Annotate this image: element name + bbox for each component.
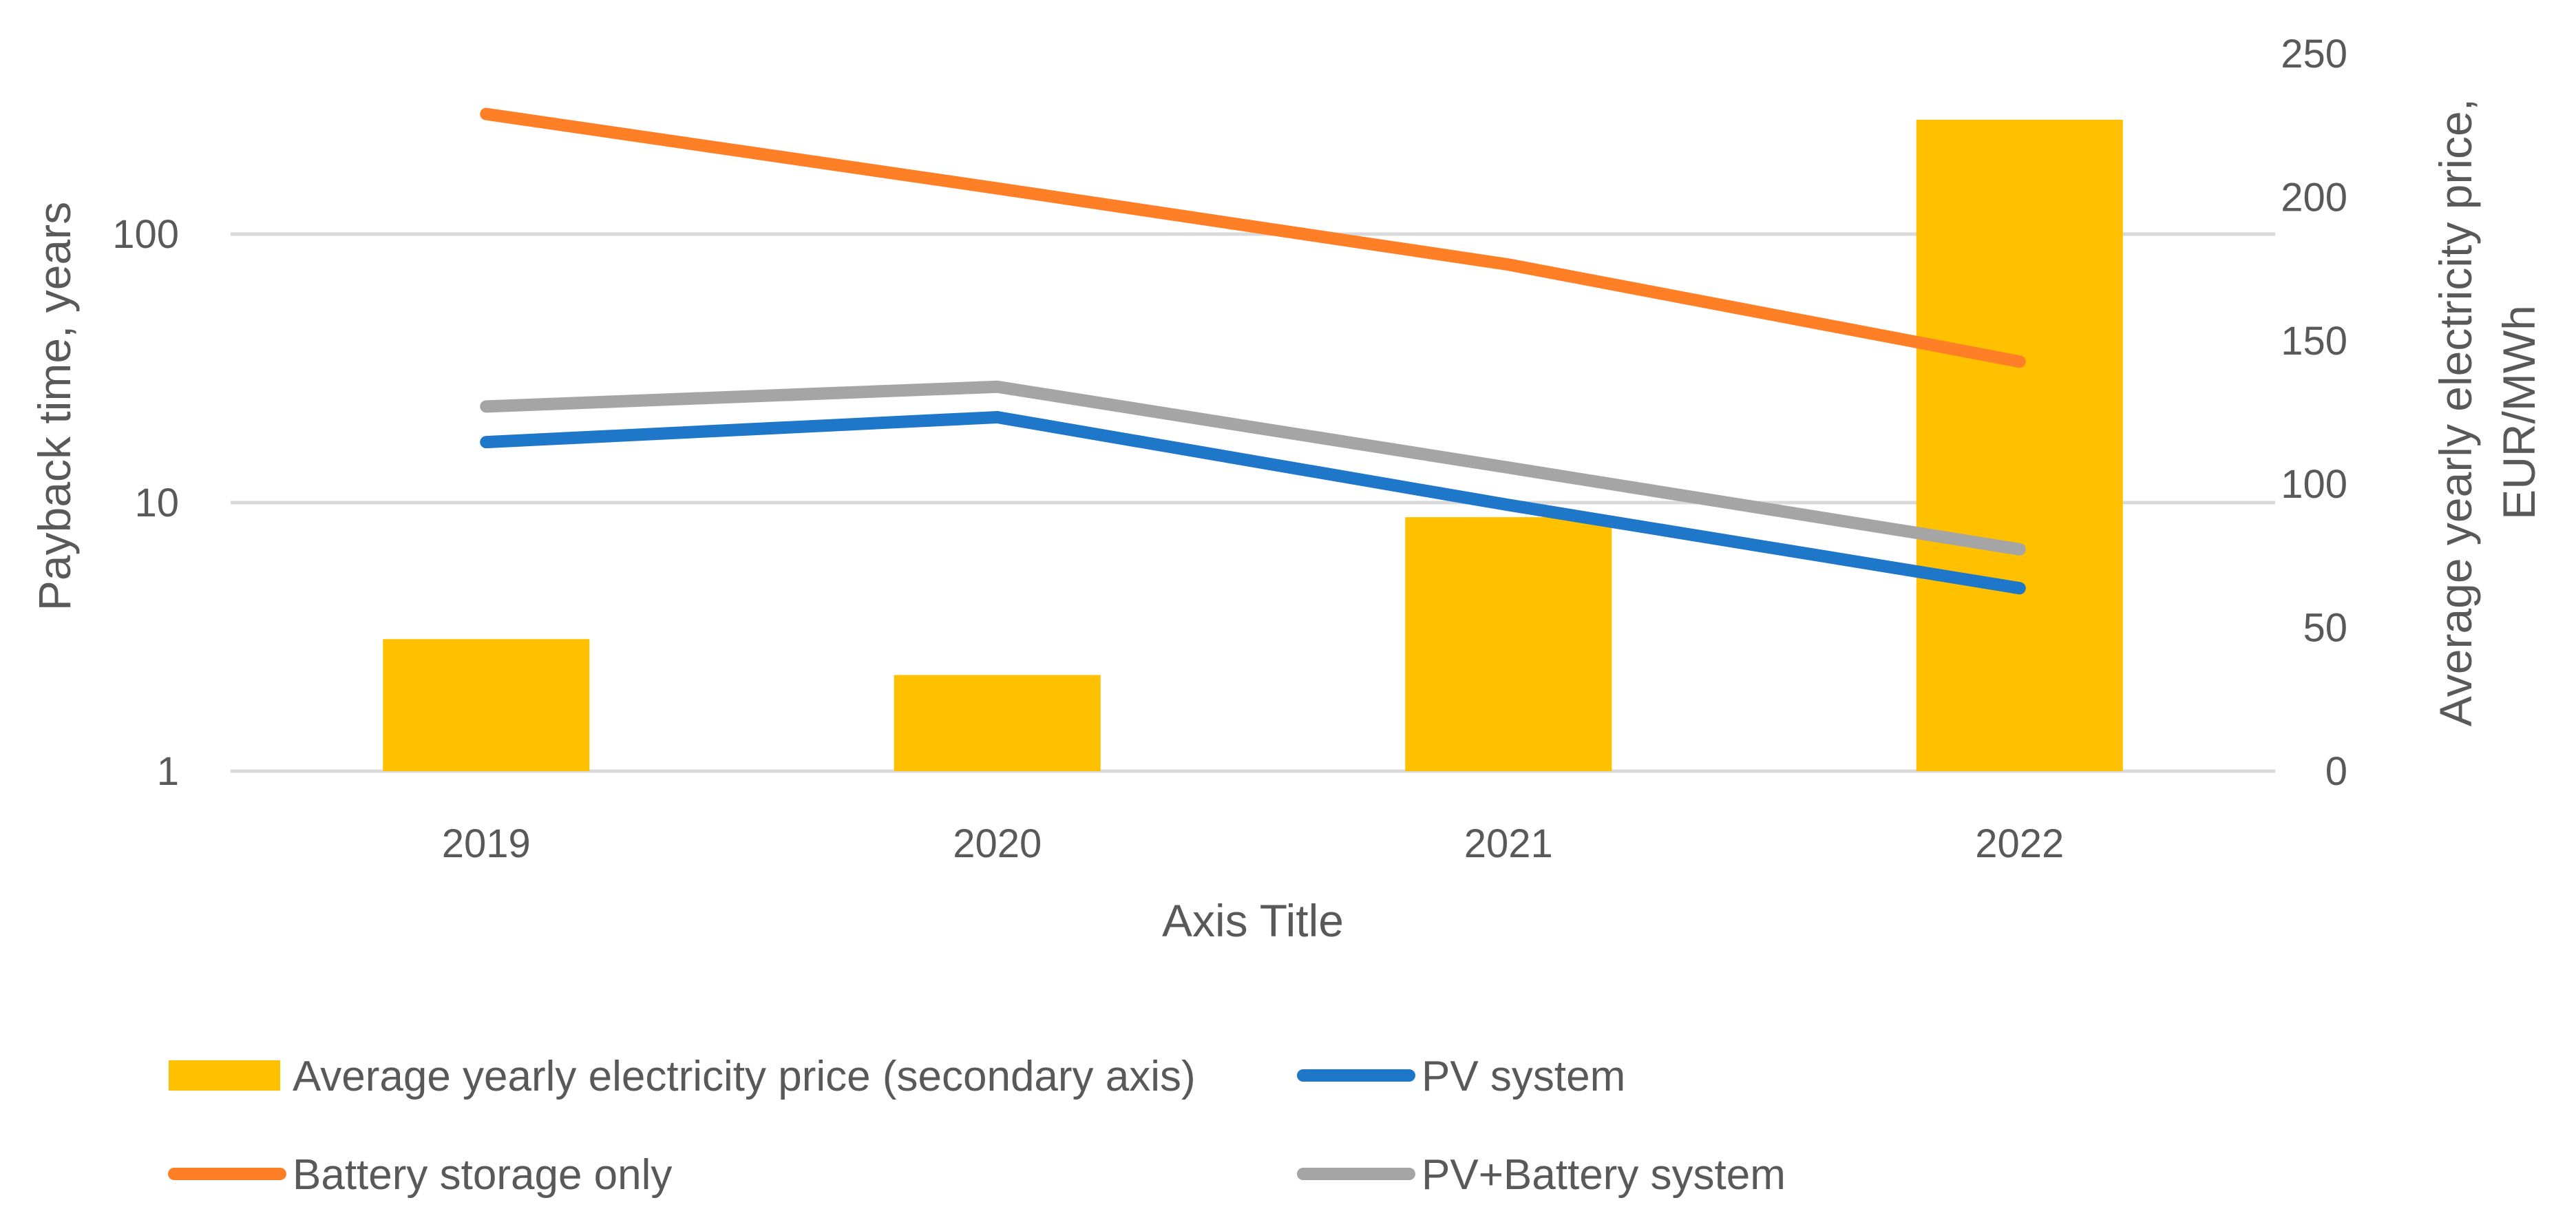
bar-2022 xyxy=(1916,119,2123,771)
right-tick-label: 100 xyxy=(2281,462,2347,507)
x-tick-label: 2022 xyxy=(1975,821,2064,866)
right-y-axis-title-line-1: Average yearly electricity price, xyxy=(2430,98,2481,726)
bar-2021 xyxy=(1405,517,1612,771)
axes-layer: Axis Title Payback time, years Average y… xyxy=(29,32,2544,946)
line-series-1 xyxy=(480,410,2026,595)
right-tick-label: 150 xyxy=(2281,319,2347,364)
left-y-axis-title: Payback time, years xyxy=(29,202,80,611)
right-y-axis-title-line-2: EUR/MWh xyxy=(2493,305,2544,520)
right-tick-label: 250 xyxy=(2281,32,2347,76)
right-tick-label: 0 xyxy=(2325,749,2347,794)
legend: Average yearly electricity price (second… xyxy=(168,1053,1786,1199)
line-series-2 xyxy=(480,107,2026,368)
legend-label: PV system xyxy=(1422,1053,1625,1100)
legend-swatch-bar xyxy=(169,1060,280,1091)
legend-label: PV+Battery system xyxy=(1422,1151,1786,1199)
left-tick-label: 100 xyxy=(112,212,179,257)
bar-2019 xyxy=(383,639,590,771)
bar-2020 xyxy=(894,675,1101,771)
bars-layer xyxy=(383,119,2123,771)
right-tick-label: 50 xyxy=(2303,606,2347,651)
line-series-3 xyxy=(480,380,2026,556)
x-tick-label: 2020 xyxy=(953,821,1042,866)
x-tick-label: 2019 xyxy=(442,821,531,866)
right-tick-label: 200 xyxy=(2281,175,2347,220)
left-tick-label: 10 xyxy=(134,481,179,525)
legend-label: Average yearly electricity price (second… xyxy=(293,1053,1196,1100)
x-tick-label: 2021 xyxy=(1464,821,1553,866)
left-tick-label: 1 xyxy=(157,749,179,794)
lines-layer xyxy=(480,107,2026,595)
x-axis-title: Axis Title xyxy=(1162,895,1344,946)
legend-label: Battery storage only xyxy=(293,1151,672,1199)
